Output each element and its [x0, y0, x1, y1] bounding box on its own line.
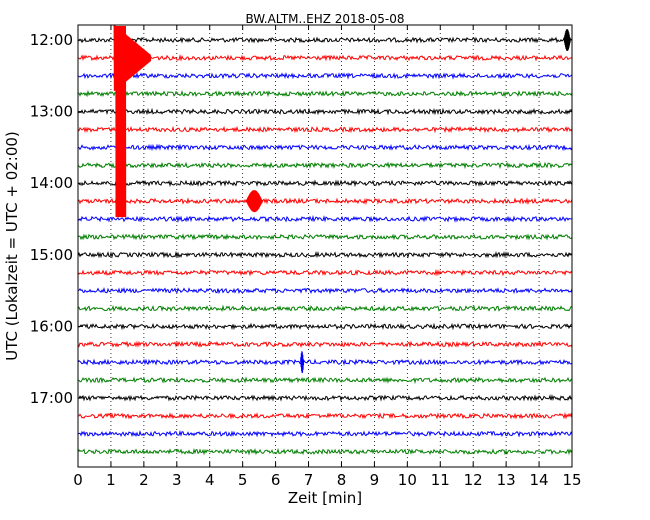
trace-1615	[77, 340, 573, 349]
trace-1600	[77, 322, 573, 331]
trace-1315	[77, 125, 573, 134]
trace-1645	[77, 376, 573, 385]
y-tick-label-1600: 16:00	[30, 317, 73, 335]
trace-1745	[77, 447, 573, 456]
trace-1730	[77, 429, 573, 438]
y-tick-label-1500: 15:00	[30, 246, 73, 264]
grid-lines	[110, 25, 540, 467]
y-axis-ticks: 12:00 13:00 14:00 15:00 16:00 17:00	[30, 31, 572, 407]
event-1415-2	[245, 190, 263, 213]
x-tick-label-5: 5	[238, 471, 248, 489]
trace-1400	[77, 179, 573, 188]
trace-1345	[77, 161, 573, 170]
x-tick-label-11: 11	[431, 471, 450, 489]
x-tick-label-7: 7	[304, 471, 314, 489]
trace-1330	[77, 143, 573, 152]
trace-1715	[78, 412, 573, 420]
trace-1415	[77, 197, 573, 206]
trace-group	[77, 36, 573, 456]
x-tick-label-4: 4	[205, 471, 215, 489]
trace-1215	[77, 53, 573, 62]
x-tick-label-9: 9	[370, 471, 380, 489]
x-axis-label: Zeit [min]	[288, 489, 362, 507]
x-tick-label-8: 8	[337, 471, 347, 489]
x-tick-label-10: 10	[398, 471, 417, 489]
event-1630-3	[300, 351, 305, 374]
trace-1530	[77, 286, 573, 295]
x-tick-label-0: 0	[73, 471, 83, 489]
event-burst-clipped	[115, 25, 127, 218]
trace-1545	[77, 304, 573, 313]
trace-1430	[77, 214, 573, 223]
trace-1700	[77, 393, 573, 402]
y-axis-label: UTC (Lokalzeit = UTC + 02:00)	[3, 131, 21, 361]
x-tick-label-15: 15	[562, 471, 581, 489]
trace-1245	[77, 89, 573, 98]
x-tick-label-13: 13	[497, 471, 516, 489]
x-tick-label-14: 14	[530, 471, 549, 489]
plot-frame	[77, 24, 573, 468]
x-tick-label-6: 6	[271, 471, 281, 489]
chart-title: BW.ALTM..EHZ 2018-05-08	[245, 12, 404, 26]
x-tick-label-3: 3	[172, 471, 182, 489]
trace-1200	[77, 36, 573, 44]
y-tick-label-1200: 12:00	[30, 31, 73, 49]
trace-1630	[77, 358, 573, 366]
trace-1500	[77, 250, 573, 259]
x-tick-label-12: 12	[464, 471, 483, 489]
y-tick-label-1400: 14:00	[30, 174, 73, 192]
x-tick-label-2: 2	[139, 471, 149, 489]
y-tick-label-1700: 17:00	[30, 389, 73, 407]
trace-1445	[77, 233, 573, 241]
trace-1230	[77, 71, 573, 80]
y-tick-label-1300: 13:00	[30, 103, 73, 121]
x-tick-label-1: 1	[106, 471, 116, 489]
x-axis-ticks: 0 1 2 3 4 5 6 7 8 9 10 11 12 13 14 15	[73, 25, 582, 489]
trace-1300	[77, 107, 573, 116]
trace-1515	[77, 268, 573, 277]
event-group	[113, 24, 571, 374]
